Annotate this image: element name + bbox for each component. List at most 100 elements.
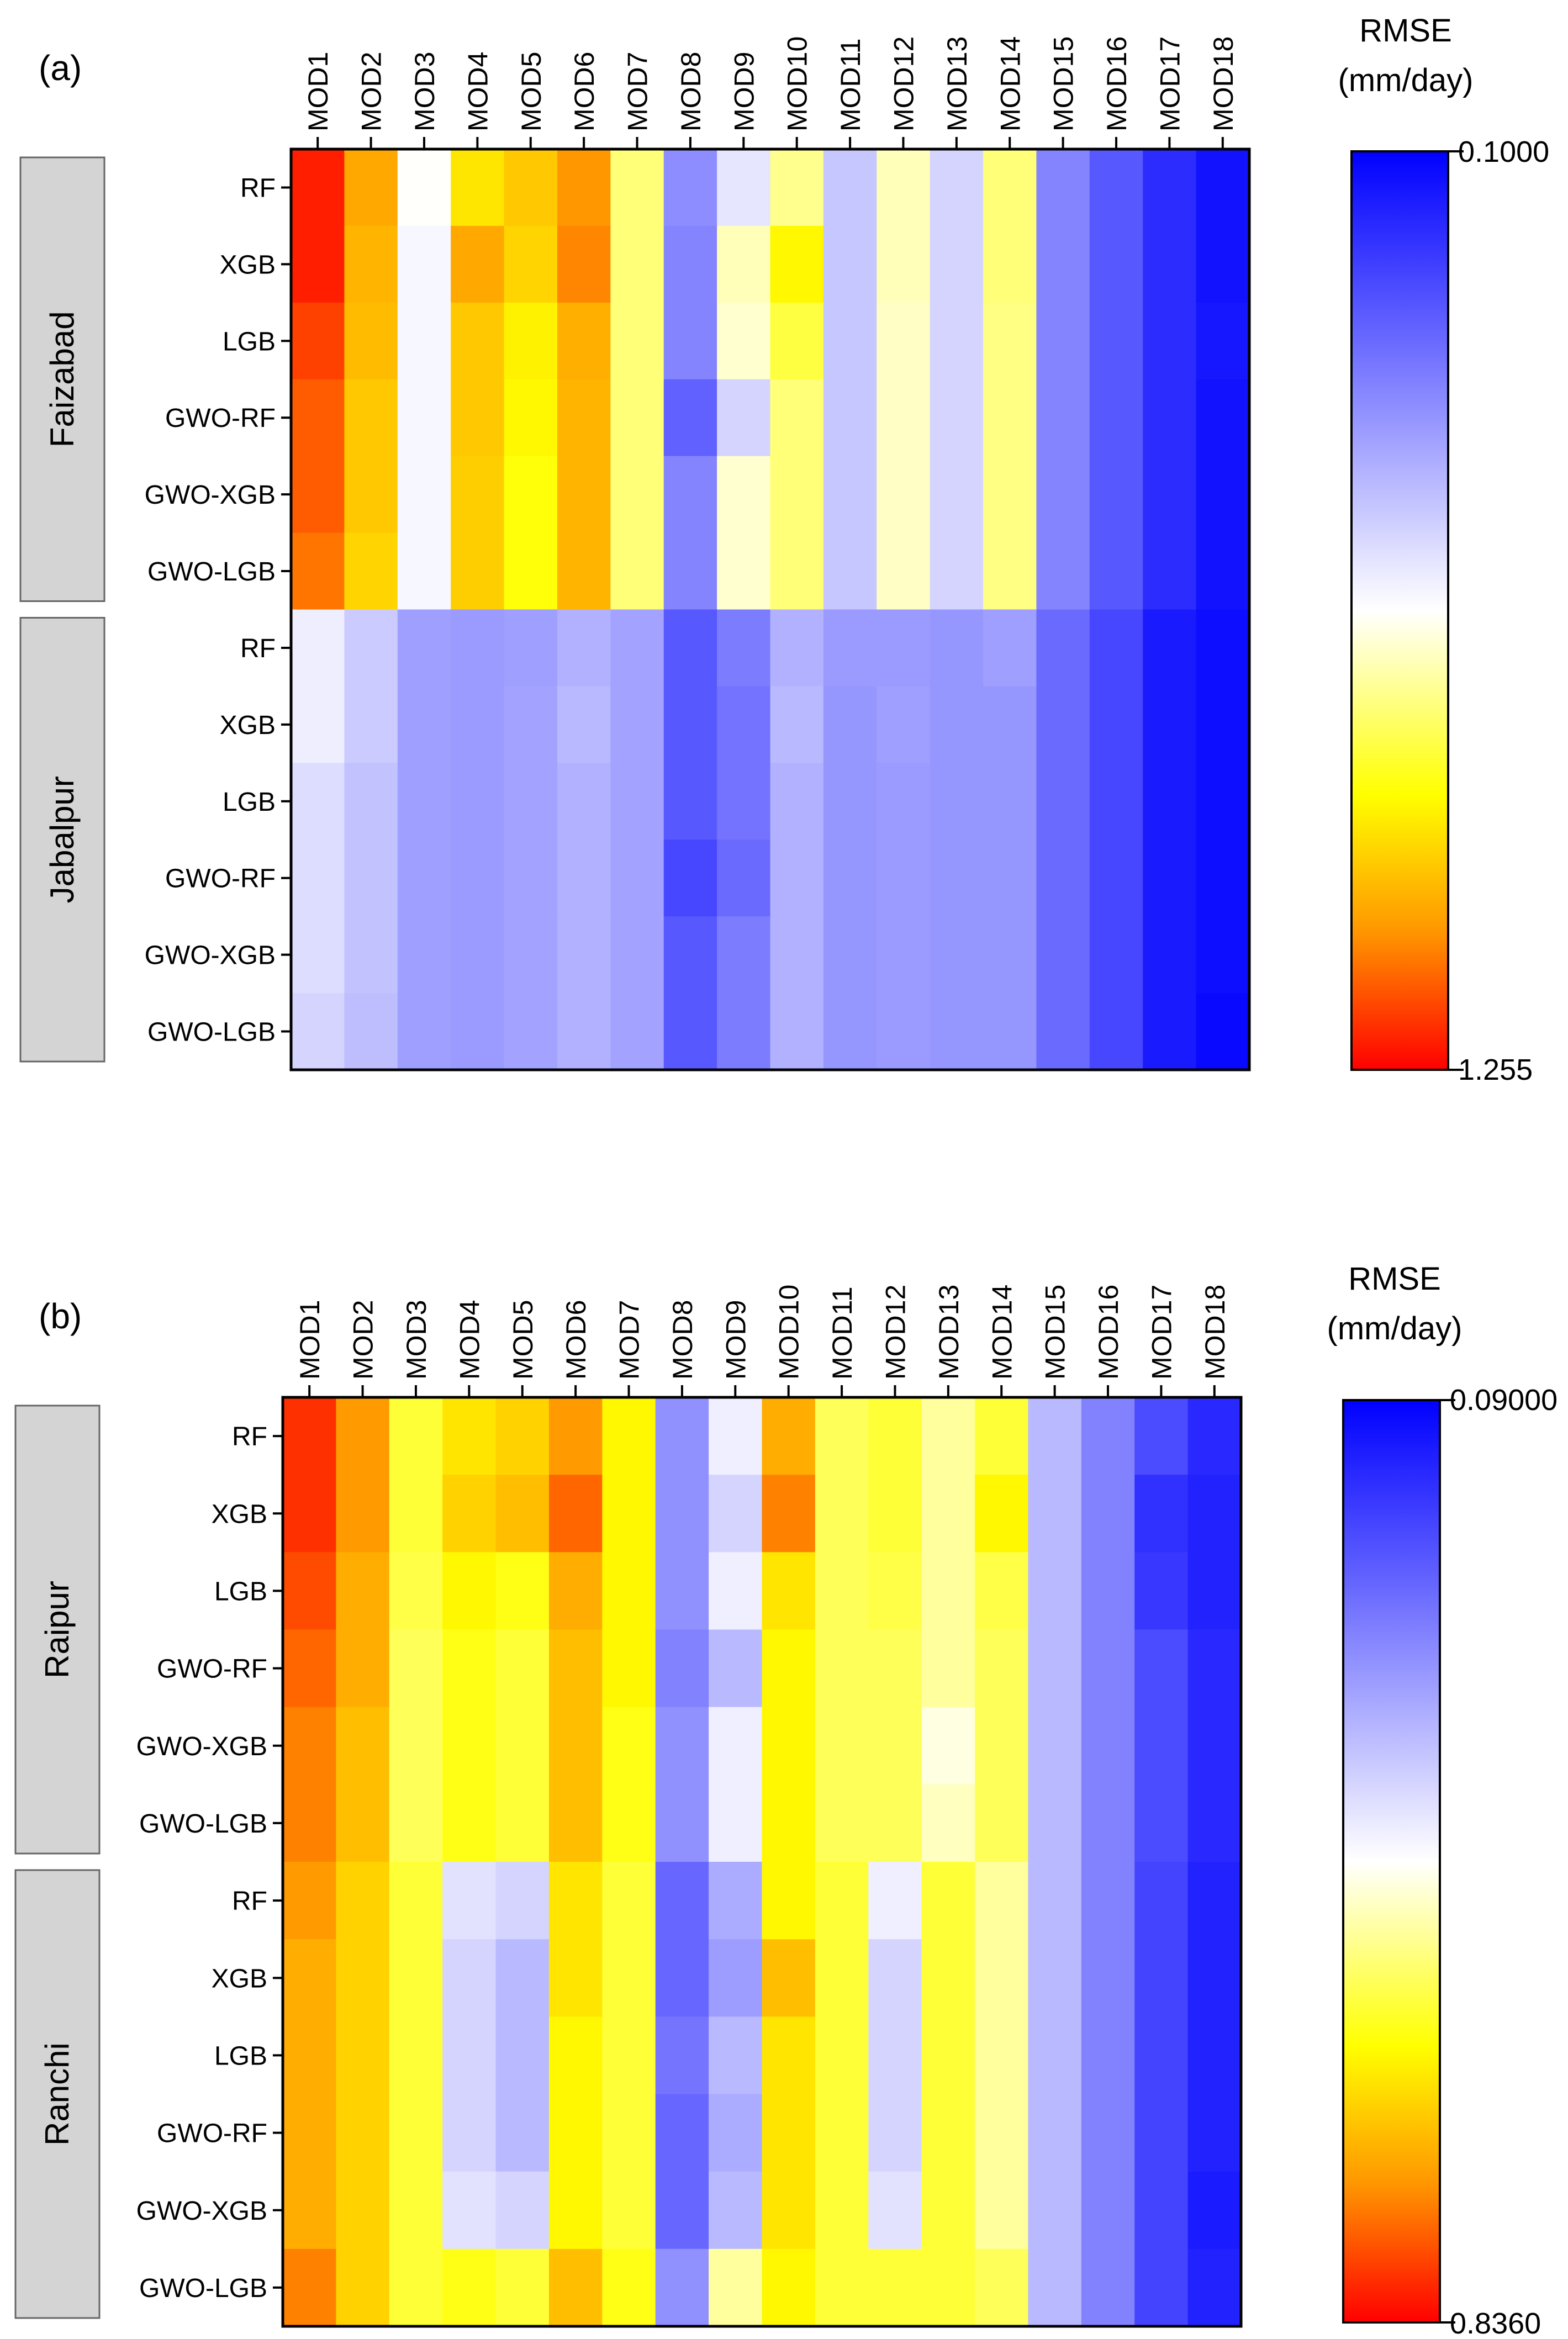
heatmap-cell (495, 1629, 550, 1708)
colorbar-unit-b: (mm/day) (1327, 1311, 1463, 1347)
heatmap-cell (823, 379, 877, 457)
x-tick-label: MOD8 (667, 1300, 698, 1380)
heatmap-cell (344, 686, 398, 763)
heatmap-cell (389, 1784, 443, 1862)
x-tick-label: MOD16 (1093, 1285, 1124, 1380)
heatmap-cell (283, 1552, 336, 1630)
heatmap-cell (717, 149, 771, 226)
heatmap-cell (1081, 1629, 1135, 1708)
group-label-box (19, 156, 105, 602)
heatmap-cell (709, 1475, 763, 1553)
plot-frame-a (281, 137, 1251, 1071)
heatmap-cell (983, 839, 1037, 917)
heatmap-cell (442, 1552, 497, 1630)
x-tick-label: MOD2 (356, 52, 387, 131)
y-tick-label: GWO-XGB (145, 481, 276, 510)
heatmap-cell (823, 149, 877, 226)
heatmap-cell (283, 1397, 336, 1475)
heatmap-cell (717, 532, 771, 610)
heatmap-cell (548, 2016, 603, 2095)
heatmap-cell (770, 532, 824, 610)
colorbar-bottom-label-a: 1.255 (1458, 1053, 1533, 1086)
heatmap-cell (442, 2171, 497, 2250)
x-tick-label: MOD7 (622, 52, 653, 131)
heatmap-cell (663, 993, 717, 1070)
x-tick-label: MOD1 (303, 52, 334, 131)
heatmap-cell (1187, 1552, 1242, 1630)
heatmap-cell (655, 1397, 709, 1475)
heatmap-cell (1028, 1552, 1082, 1630)
heatmap-cell (868, 1939, 922, 2017)
heatmap-cell (815, 2248, 869, 2327)
plot-border (289, 147, 1251, 1071)
heatmap-cell (397, 993, 451, 1070)
heatmap-cell (1143, 379, 1197, 457)
heatmap-cell (389, 1939, 443, 2017)
heatmap-cell (1187, 1707, 1242, 1785)
heatmap-cell (1089, 609, 1143, 687)
heatmap-cell (930, 302, 984, 380)
x-axis-labels-a: MOD1 MOD2 MOD3 MOD4 MOD5 MOD6 MOD7 MOD8 MOD9 MOD1… (303, 36, 1239, 131)
heatmap-cell (709, 1784, 763, 1862)
heatmap-cell (975, 2016, 1029, 2095)
heatmap-cell (336, 2171, 390, 2250)
heatmap-cell (877, 916, 931, 994)
group-label: Ranchi (39, 2042, 76, 2146)
heatmap-cell (983, 993, 1037, 1070)
heatmap-cell (389, 1552, 443, 1630)
heatmap-cell (344, 225, 398, 303)
heatmap-cell (762, 1397, 816, 1475)
heatmap-cell (344, 916, 398, 994)
heatmap-cell (344, 993, 398, 1070)
x-tick-label: MOD5 (516, 52, 547, 131)
heatmap-cell (877, 993, 931, 1070)
heatmap-cell (389, 2094, 443, 2172)
x-tick-label: MOD14 (995, 36, 1026, 131)
heatmap-cell (1187, 2248, 1242, 2327)
heatmap-cell (762, 2171, 816, 2250)
heatmap-cell (557, 225, 611, 303)
heatmap-cell (283, 2094, 336, 2172)
x-tick-label: MOD11 (835, 38, 866, 131)
heatmap-cell (1081, 2248, 1135, 2327)
heatmap-cell (762, 2016, 816, 2095)
heatmap-cell (1036, 379, 1090, 457)
heatmap-cell (336, 1629, 390, 1708)
heatmap-cell (336, 2016, 390, 2095)
heatmap-cell (344, 532, 398, 610)
heatmap-cell (1143, 302, 1197, 380)
heatmap-cell (548, 1784, 603, 1862)
heatmap-cell (877, 379, 931, 457)
heatmap-cell (921, 1629, 975, 1708)
heatmap-cell (823, 225, 877, 303)
heatmap-cell (930, 225, 984, 303)
heatmap-cell (495, 2016, 550, 2095)
heatmap-cell (655, 1862, 709, 1940)
heatmap-cell (921, 1552, 975, 1630)
heatmap-cell (1089, 225, 1143, 303)
heatmap-cell (823, 456, 877, 534)
heatmap-cell (868, 1629, 922, 1708)
heatmap-cell (1081, 2171, 1135, 2250)
heatmap-cell (709, 2248, 763, 2327)
heatmap-cell (709, 1397, 763, 1475)
heatmap-cell (1036, 763, 1090, 840)
heatmap-cell (1196, 149, 1250, 226)
y-tick-label: GWO-LGB (139, 2274, 267, 2303)
heatmap-cell (868, 1707, 922, 1785)
heatmap-cell (1081, 1939, 1135, 2017)
heatmap-cell (655, 2016, 709, 2095)
x-tick-label: MOD9 (728, 52, 759, 131)
heatmap-cell (344, 839, 398, 917)
x-tick-label: MOD10 (774, 1285, 805, 1380)
heatmap-cell (815, 1707, 869, 1785)
heatmap-cell (1028, 1862, 1082, 1940)
x-tick-label: MOD18 (1200, 1285, 1231, 1380)
heatmap-cell (602, 2171, 656, 2250)
x-tick-label: MOD16 (1101, 36, 1132, 131)
y-tick-label: GWO-LGB (147, 1018, 276, 1047)
heatmap-cell (877, 225, 931, 303)
heatmap-cell (442, 1397, 497, 1475)
heatmap-cell (1081, 1552, 1135, 1630)
heatmap-cell (442, 2016, 497, 2095)
